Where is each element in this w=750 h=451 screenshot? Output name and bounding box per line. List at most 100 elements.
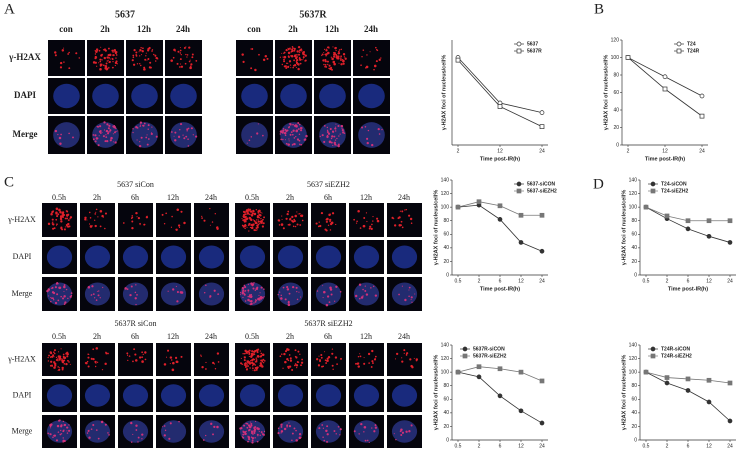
focus [395,438,397,441]
focus [65,288,68,291]
focus [332,46,334,48]
focus [335,223,337,226]
focus [301,219,304,222]
focus [377,128,380,131]
focus [376,49,379,52]
nucleus [277,245,304,269]
focus [88,211,91,214]
focus [60,424,63,427]
focus [340,124,344,128]
focus [282,227,285,230]
focus [106,60,109,62]
focus [287,55,290,58]
y-tick-label: 100 [441,204,450,210]
focus [49,297,51,299]
focus [361,126,364,129]
focus [55,207,59,211]
focus [336,363,338,365]
focus [286,358,289,361]
focus [102,64,105,67]
focus [295,429,297,432]
focus [325,303,329,307]
focus [250,302,253,306]
focus [253,212,257,216]
focus [95,211,97,213]
nucleus [160,420,187,443]
focus [103,129,106,131]
focus [92,348,95,351]
micrograph [194,277,229,311]
micrograph [235,343,270,376]
focus [147,58,150,61]
focus [277,219,281,222]
column-label: 24h [205,332,217,341]
focus [241,53,244,56]
focus [362,224,365,228]
y-tick-label: 60 [613,90,619,96]
focus [92,424,95,427]
micrograph [235,277,270,311]
focus [140,54,143,56]
focus [340,63,343,66]
focus [282,56,284,58]
focus [397,217,400,220]
focus [250,424,253,427]
focus [372,285,375,288]
focus [52,297,54,300]
focus [374,426,378,429]
focus [299,353,301,355]
focus [202,439,205,441]
focus [291,46,294,48]
focus [300,364,303,367]
focus [241,224,244,227]
marker [539,378,545,384]
focus [112,51,114,53]
focus [246,226,248,228]
nucleus [239,384,266,407]
focus [62,420,65,423]
x-tick-label: 2 [666,443,669,449]
focus [139,141,141,143]
focus [99,67,102,71]
focus [242,433,245,436]
micrograph [236,78,273,114]
focus [96,125,98,128]
focus [298,64,300,66]
marker [539,212,545,218]
focus [326,295,330,298]
micrograph [387,240,422,274]
nucleus [280,83,307,109]
column-label: 2h [93,193,101,202]
focus [282,286,285,289]
focus [255,368,258,371]
column-label: 2h [286,332,294,341]
column-label: 6h [324,193,332,202]
group-label: 5637R siCon [114,319,156,328]
focus [99,125,102,128]
image-background [387,203,422,237]
focus [172,288,175,291]
focus [295,56,297,58]
focus [63,61,65,63]
micrograph [87,116,124,154]
focus [326,126,329,129]
focus [243,284,246,287]
focus [298,57,301,60]
focus [102,135,105,138]
focus [134,353,137,356]
legend-label: T24-siCON [661,181,687,187]
focus [98,135,100,137]
focus [328,64,331,67]
focus [291,285,295,289]
focus [249,208,252,211]
focus [409,217,413,221]
row-label: DAPI [13,390,32,399]
focus [371,366,373,368]
focus [259,223,261,225]
focus [337,425,340,428]
focus [144,358,147,361]
focus [66,430,68,432]
focus [210,422,213,425]
focus [111,58,114,61]
focus [63,228,66,231]
